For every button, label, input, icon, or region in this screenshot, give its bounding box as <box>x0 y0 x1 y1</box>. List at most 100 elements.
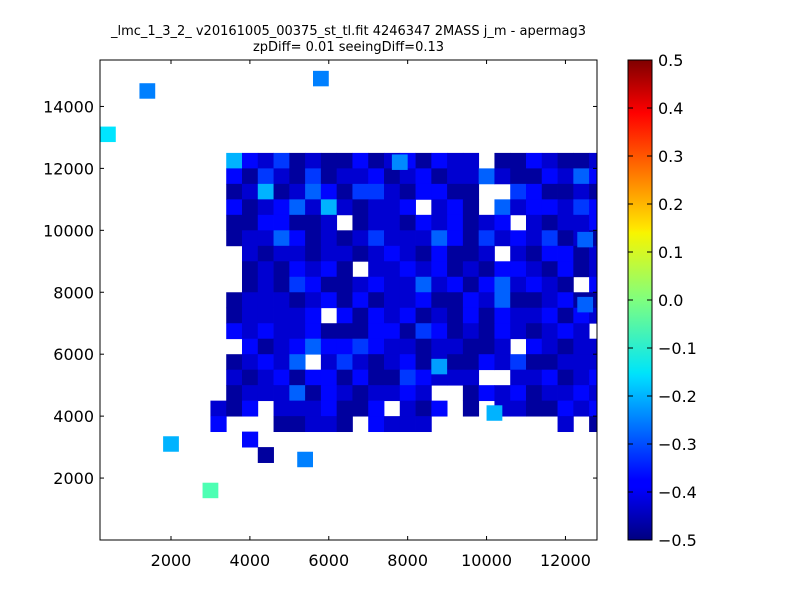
heatmap-cell <box>399 369 416 386</box>
heatmap-cell-highlight <box>431 358 448 375</box>
heatmap-cell <box>320 323 338 340</box>
heatmap-cell <box>273 230 290 247</box>
x-tick-label: 8000 <box>387 551 428 570</box>
heatmap-cell <box>384 245 401 262</box>
heatmap-cell <box>494 152 511 169</box>
heatmap-cell <box>415 416 432 433</box>
heatmap-cell <box>447 245 464 262</box>
heatmap-cell <box>415 230 432 247</box>
heatmap-cell <box>462 276 480 293</box>
heatmap-cell <box>541 245 558 262</box>
heatmap-cell <box>305 416 322 433</box>
heatmap-cell <box>320 416 338 433</box>
colorbar-ticks: −0.5 −0.4 −0.3 −0.2 −0.1 0.0 0.1 0.2 0.3 0.4 0.5 <box>628 51 697 550</box>
heatmap-cell <box>415 245 432 262</box>
heatmap-cell <box>526 354 543 371</box>
heatmap-cell <box>399 261 416 278</box>
heatmap-cell <box>541 214 558 231</box>
heatmap-cell <box>526 230 543 247</box>
heatmap-cell <box>447 307 464 324</box>
heatmap-cell <box>368 199 385 216</box>
y-tick-label: 6000 <box>53 345 94 364</box>
heatmap-cell <box>478 276 495 293</box>
plot-frame <box>99 59 598 541</box>
heatmap-cell <box>510 307 527 324</box>
heatmap-cell <box>541 276 558 293</box>
heatmap-cell <box>226 369 243 386</box>
heatmap-cell <box>368 400 385 417</box>
heatmap-cell <box>589 307 598 324</box>
heatmap-cell <box>273 369 290 386</box>
heatmap-cell <box>399 385 416 402</box>
heatmap-cell <box>384 307 401 324</box>
heatmap-cell <box>305 369 322 386</box>
heatmap-cell <box>305 385 322 402</box>
heatmap-cell <box>305 323 322 340</box>
heatmap-cell <box>273 183 290 200</box>
heatmap-cell <box>557 400 574 417</box>
heatmap-cell <box>305 307 322 324</box>
heatmap-cell <box>431 323 448 340</box>
heatmap-cell <box>289 230 306 247</box>
heatmap-cell <box>557 354 574 371</box>
heatmap-cell <box>526 385 543 402</box>
heatmap-cell <box>431 245 448 262</box>
heatmap-cell <box>478 385 495 402</box>
heatmap-cell <box>510 400 527 417</box>
heatmap-cell <box>494 214 511 231</box>
colorbar-tick-label: 0.5 <box>658 51 683 70</box>
heatmap-cell <box>336 354 353 371</box>
heatmap-cell <box>589 230 598 247</box>
heatmap-cell <box>336 385 353 402</box>
heatmap-cell <box>320 214 338 231</box>
heatmap-cell <box>478 338 495 355</box>
heatmap-cell-highlight <box>163 436 179 452</box>
heatmap-cell <box>478 323 495 340</box>
heatmap-cell <box>320 338 338 355</box>
heatmap-cell <box>541 230 558 247</box>
heatmap-cell-highlight <box>139 83 156 99</box>
heatmap-cell <box>494 338 511 355</box>
heatmap-cell <box>557 385 574 402</box>
heatmap-cell <box>526 183 543 200</box>
heatmap-cell <box>399 292 416 309</box>
y-axis: 2000 4000 6000 8000 10000 12000 14000 <box>43 97 597 488</box>
heatmap-cell <box>352 400 369 417</box>
heatmap-cell <box>447 276 464 293</box>
heatmap-cell <box>526 168 543 185</box>
heatmap-cell <box>226 183 243 200</box>
heatmap-cell <box>336 230 353 247</box>
heatmap-cell <box>589 168 598 185</box>
heatmap-cell <box>589 292 598 309</box>
heatmap-cell <box>289 369 306 386</box>
heatmap-cell <box>336 261 353 278</box>
heatmap-cell <box>289 385 306 402</box>
heatmap-cell <box>289 338 306 355</box>
heatmap-cell <box>368 230 385 247</box>
heatmap-cell <box>336 245 353 262</box>
heatmap-cell <box>242 168 259 185</box>
heatmap-cell <box>526 400 543 417</box>
heatmap-cell <box>462 338 480 355</box>
heatmap-cell <box>226 168 243 185</box>
colorbar-tick-label: 0.3 <box>658 147 683 166</box>
heatmap-cell <box>352 183 369 200</box>
heatmap-cell <box>242 323 259 340</box>
chart-title-line-2: zpDiff= 0.01 seeingDiff=0.13 <box>252 40 445 55</box>
heatmap-cell <box>226 292 243 309</box>
heatmap-cell <box>399 354 416 371</box>
heatmap-cell <box>257 152 274 169</box>
heatmap-cell <box>510 199 527 216</box>
heatmap-cell <box>305 276 322 293</box>
colorbar-tick-label: 0.0 <box>658 291 683 310</box>
heatmap-cell <box>273 276 290 293</box>
heatmap-cell <box>526 245 543 262</box>
heatmap-cell <box>526 152 543 169</box>
heatmap-cell <box>368 307 385 324</box>
heatmap-cell <box>431 230 448 247</box>
heatmap-cell <box>541 323 558 340</box>
heatmap-cell <box>526 276 543 293</box>
heatmap-cell <box>589 214 598 231</box>
heatmap-cell <box>589 276 598 293</box>
heatmap-cell <box>336 152 353 169</box>
